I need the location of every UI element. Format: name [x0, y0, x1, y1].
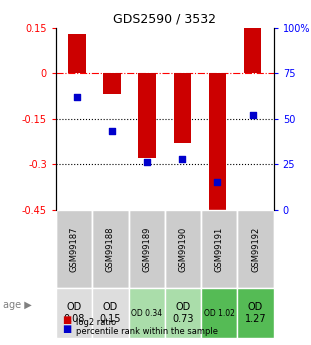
Point: [75, 94, 80, 100]
Text: GSM99191: GSM99191: [215, 226, 224, 272]
Bar: [103, 73, 121, 95]
FancyBboxPatch shape: [128, 288, 165, 338]
FancyBboxPatch shape: [201, 288, 237, 338]
Point: [180, 156, 185, 161]
Text: GSM99190: GSM99190: [179, 226, 188, 272]
Point: [145, 160, 150, 165]
FancyBboxPatch shape: [56, 288, 92, 338]
FancyBboxPatch shape: [92, 210, 128, 288]
Text: percentile rank within the sample: percentile rank within the sample: [76, 327, 218, 336]
Text: OD
1.27: OD 1.27: [245, 303, 266, 324]
Text: GSM99189: GSM99189: [142, 226, 151, 272]
Point: [215, 180, 220, 185]
Point: [110, 129, 115, 134]
FancyBboxPatch shape: [165, 210, 201, 288]
Text: age ▶: age ▶: [3, 300, 32, 310]
Text: OD 1.02: OD 1.02: [204, 309, 235, 318]
Text: OD
0.08: OD 0.08: [63, 303, 85, 324]
Text: GSM99192: GSM99192: [251, 226, 260, 272]
FancyBboxPatch shape: [237, 288, 274, 338]
Point: [250, 112, 255, 118]
Bar: [138, 73, 156, 158]
Bar: [174, 73, 191, 143]
Text: GSM99187: GSM99187: [70, 226, 79, 272]
Text: log2 ratio: log2 ratio: [76, 318, 116, 327]
FancyBboxPatch shape: [165, 288, 201, 338]
Text: OD
0.73: OD 0.73: [172, 303, 194, 324]
Text: OD
0.15: OD 0.15: [100, 303, 121, 324]
Bar: [68, 34, 86, 73]
FancyBboxPatch shape: [128, 210, 165, 288]
Text: GSM99188: GSM99188: [106, 226, 115, 272]
FancyBboxPatch shape: [201, 210, 237, 288]
Text: ■: ■: [62, 315, 72, 325]
FancyBboxPatch shape: [56, 210, 92, 288]
FancyBboxPatch shape: [237, 210, 274, 288]
Text: OD 0.34: OD 0.34: [131, 309, 162, 318]
Title: GDS2590 / 3532: GDS2590 / 3532: [113, 12, 216, 25]
Bar: [244, 28, 261, 73]
Bar: [209, 73, 226, 216]
Text: ■: ■: [62, 324, 72, 334]
FancyBboxPatch shape: [92, 288, 128, 338]
